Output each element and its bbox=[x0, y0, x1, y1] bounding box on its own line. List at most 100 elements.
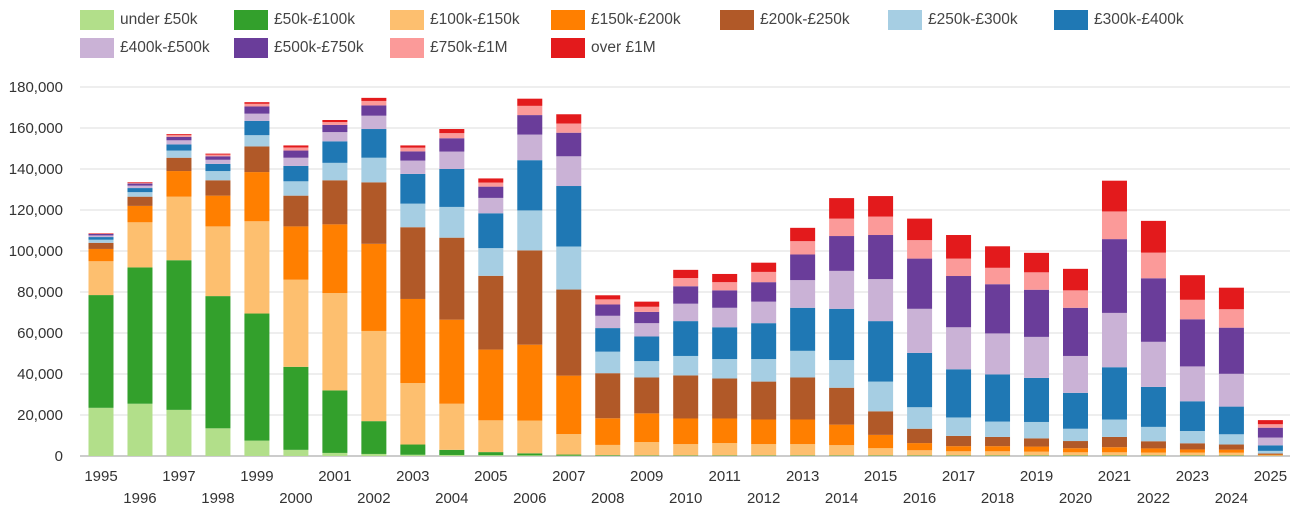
legend-label: under £50k bbox=[120, 11, 198, 28]
bar-segment bbox=[712, 327, 738, 360]
bar-segment bbox=[244, 106, 270, 114]
bar-segment bbox=[790, 419, 816, 445]
bar-segment bbox=[478, 178, 504, 183]
bar-segment bbox=[1218, 449, 1244, 453]
bar-segment bbox=[868, 411, 894, 435]
bar-segment bbox=[1140, 252, 1166, 279]
bar-segment bbox=[985, 284, 1011, 334]
y-tick-label: 80,000 bbox=[17, 284, 63, 301]
bar-segment bbox=[751, 359, 777, 382]
bar-segment bbox=[673, 418, 699, 445]
bar-segment bbox=[88, 407, 114, 456]
bar-segment bbox=[166, 135, 192, 137]
bar-segment bbox=[439, 151, 465, 169]
bar-segment bbox=[1218, 309, 1244, 328]
bar-segment bbox=[946, 369, 972, 418]
bar-segment bbox=[595, 373, 621, 419]
bar-segment bbox=[166, 134, 192, 136]
bar-segment bbox=[88, 237, 114, 240]
legend-swatch bbox=[720, 10, 754, 30]
bar-segment bbox=[790, 227, 816, 242]
legend-label: £100k-£150k bbox=[430, 11, 520, 28]
bar-segment bbox=[166, 144, 192, 151]
bar-segment bbox=[985, 446, 1011, 452]
bar-segment bbox=[478, 452, 504, 456]
bar-segment bbox=[478, 275, 504, 350]
bar-segment bbox=[907, 443, 933, 451]
bar-segment bbox=[1218, 373, 1244, 407]
bar-segment bbox=[478, 197, 504, 214]
bar-segment bbox=[595, 328, 621, 352]
bar-segment bbox=[166, 260, 192, 410]
bar-segment bbox=[1257, 437, 1283, 446]
bar-segment bbox=[361, 105, 387, 116]
bar-segment bbox=[1257, 445, 1283, 451]
bar-segment bbox=[517, 98, 543, 106]
bar-segment bbox=[1140, 278, 1166, 342]
bar-segment bbox=[712, 443, 738, 456]
x-tick-label: 2010 bbox=[669, 490, 702, 507]
bar-segment bbox=[283, 157, 309, 166]
bar-segment bbox=[1024, 421, 1050, 439]
bar-segment bbox=[634, 311, 660, 324]
bar-segment bbox=[829, 308, 855, 361]
bar-segment bbox=[400, 173, 426, 204]
bar-segment bbox=[712, 418, 738, 444]
bar-segment bbox=[322, 293, 348, 391]
bar-segment bbox=[673, 321, 699, 356]
bar-segment bbox=[1179, 452, 1205, 456]
bar-segment bbox=[1140, 448, 1166, 453]
bar-segment bbox=[1140, 426, 1166, 442]
bar-segment bbox=[985, 451, 1011, 456]
bar-segment bbox=[595, 315, 621, 329]
legend-swatch bbox=[80, 10, 114, 30]
x-tick-label: 2025 bbox=[1254, 468, 1287, 485]
y-tick-label: 60,000 bbox=[17, 325, 63, 342]
bar-segment bbox=[1063, 448, 1088, 453]
bar-segment bbox=[517, 420, 543, 454]
bar-segment bbox=[283, 279, 309, 367]
legend-label: £150k-£200k bbox=[591, 11, 681, 28]
legend-item: £200k-£250k bbox=[720, 8, 850, 32]
x-tick-label: 1997 bbox=[162, 468, 195, 485]
bar-segment bbox=[244, 172, 270, 222]
bar-segment bbox=[439, 138, 465, 152]
bar-segment bbox=[1101, 312, 1127, 368]
bar-segment bbox=[439, 454, 465, 456]
bar-segment bbox=[868, 196, 894, 217]
bar-segment bbox=[1179, 443, 1205, 450]
legend-item: £150k-£200k bbox=[551, 8, 681, 32]
bar-segment bbox=[205, 154, 231, 157]
x-tick-label: 2005 bbox=[474, 468, 507, 485]
x-tick-label: 2006 bbox=[513, 490, 546, 507]
bar-segment bbox=[1101, 211, 1127, 240]
bar-segment bbox=[1024, 438, 1050, 447]
bar-segment bbox=[907, 450, 933, 456]
x-tick-label: 2013 bbox=[786, 468, 819, 485]
bar-segment bbox=[361, 115, 387, 130]
bar-segment bbox=[400, 145, 426, 148]
legend-swatch bbox=[390, 10, 424, 30]
bar-segment bbox=[1024, 252, 1050, 273]
bar-segment bbox=[829, 424, 855, 446]
bar-segment bbox=[985, 267, 1011, 285]
bar-segment bbox=[634, 336, 660, 362]
legend-swatch bbox=[551, 38, 585, 58]
bar-segment bbox=[1063, 441, 1088, 449]
bar-segment bbox=[556, 454, 582, 456]
bar-segment bbox=[556, 186, 582, 247]
x-tick-label: 2011 bbox=[709, 468, 741, 485]
bar-segment bbox=[439, 449, 465, 455]
bar-segment bbox=[1101, 367, 1127, 420]
legend-swatch bbox=[234, 38, 268, 58]
bar-segment bbox=[400, 160, 426, 174]
bar-segment bbox=[751, 323, 777, 360]
bar-segment bbox=[1257, 454, 1283, 456]
bar-segment bbox=[868, 279, 894, 322]
bar-segment bbox=[556, 114, 582, 124]
bar-segment bbox=[361, 157, 387, 183]
bar-segment bbox=[1140, 386, 1166, 427]
bar-segment bbox=[946, 446, 972, 452]
bar-segment bbox=[712, 282, 738, 291]
bar-segment bbox=[907, 407, 933, 429]
